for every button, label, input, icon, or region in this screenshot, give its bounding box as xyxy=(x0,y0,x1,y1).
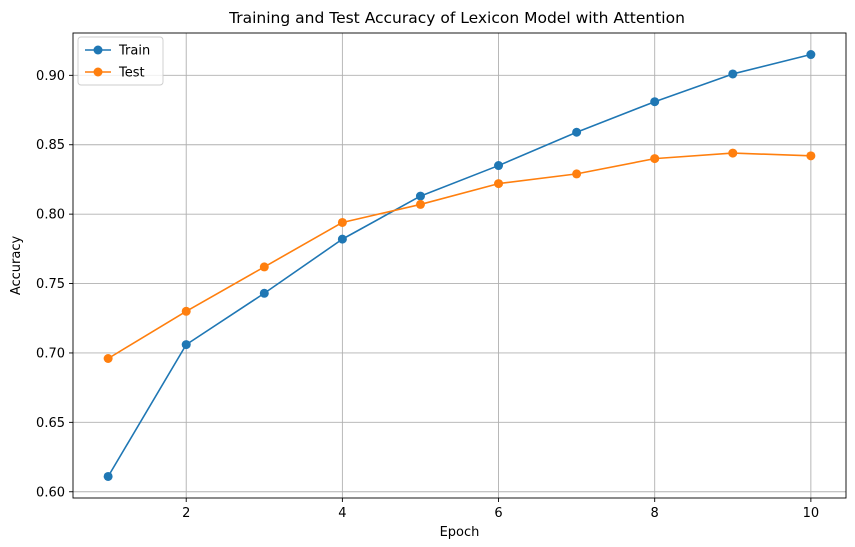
x-tick-label: 4 xyxy=(338,506,346,521)
data-point-test xyxy=(337,217,347,227)
x-tick-label: 8 xyxy=(651,506,659,521)
y-axis-label: Accuracy xyxy=(9,236,24,296)
y-tick-label: 0.75 xyxy=(36,277,65,292)
data-point-test xyxy=(806,151,816,161)
data-point-test xyxy=(259,262,269,272)
data-point-test xyxy=(494,179,504,189)
legend-label: Test xyxy=(118,66,145,81)
legend-label: Train xyxy=(118,44,150,59)
x-axis-label: Epoch xyxy=(440,525,480,540)
chart-title: Training and Test Accuracy of Lexicon Mo… xyxy=(228,9,685,27)
x-tick-label: 2 xyxy=(182,506,190,521)
y-tick-label: 0.80 xyxy=(36,208,65,223)
data-point-train xyxy=(415,191,425,201)
y-tick-label: 0.70 xyxy=(36,346,65,361)
data-point-test xyxy=(650,154,660,164)
series-test xyxy=(103,148,816,363)
data-point-train xyxy=(494,161,504,171)
data-point-train xyxy=(337,234,347,244)
legend-swatch-marker xyxy=(93,67,103,77)
data-point-test xyxy=(181,306,191,316)
x-tick-label: 10 xyxy=(803,506,820,521)
data-point-train xyxy=(572,127,582,137)
legend: Train Test xyxy=(77,36,164,86)
y-tick-label: 0.90 xyxy=(36,69,65,84)
grid xyxy=(73,33,846,498)
data-point-test xyxy=(572,169,582,179)
series-train xyxy=(103,50,816,481)
data-point-train xyxy=(728,69,738,79)
legend-swatch-marker xyxy=(93,45,103,55)
data-point-train xyxy=(806,50,816,60)
y-tick-label: 0.85 xyxy=(36,138,65,153)
legend-item-test: Test xyxy=(85,66,145,81)
data-point-test xyxy=(103,354,113,363)
x-tick-label: 6 xyxy=(494,506,502,521)
y-tick-label: 0.65 xyxy=(36,416,65,431)
series-line-test xyxy=(107,152,811,360)
plot-frame xyxy=(72,32,847,499)
series-line-train xyxy=(107,53,812,477)
data-point-train xyxy=(103,471,113,481)
data-point-train xyxy=(650,97,660,107)
data-point-test xyxy=(728,148,738,158)
data-point-train xyxy=(259,288,269,298)
data-point-train xyxy=(181,340,191,350)
y-tick-label: 0.60 xyxy=(36,485,65,500)
data-point-test xyxy=(415,199,425,209)
axis-ticks: 2 4 6 8 10 0.60 0.65 0.70 0.75 0.80 0.85 0.90 xyxy=(36,69,819,521)
legend-item-train: Train xyxy=(85,44,150,59)
series-layer xyxy=(103,50,816,481)
